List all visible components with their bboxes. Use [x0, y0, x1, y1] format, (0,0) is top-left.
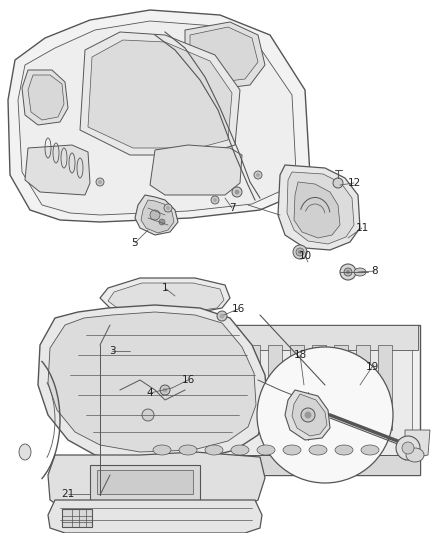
- Polygon shape: [287, 172, 354, 244]
- Polygon shape: [202, 345, 216, 430]
- Text: 21: 21: [61, 489, 74, 499]
- Circle shape: [219, 313, 225, 319]
- Polygon shape: [290, 345, 304, 430]
- Ellipse shape: [257, 445, 275, 455]
- Circle shape: [396, 436, 420, 460]
- Ellipse shape: [231, 445, 249, 455]
- Polygon shape: [405, 430, 430, 460]
- Polygon shape: [110, 325, 420, 475]
- Text: 11: 11: [355, 223, 369, 233]
- Polygon shape: [150, 145, 242, 195]
- Text: 3: 3: [109, 346, 115, 356]
- Circle shape: [96, 178, 104, 186]
- Polygon shape: [28, 75, 64, 120]
- Polygon shape: [115, 355, 180, 450]
- Circle shape: [213, 198, 217, 202]
- Circle shape: [304, 411, 311, 418]
- Polygon shape: [90, 465, 200, 500]
- Circle shape: [166, 206, 170, 210]
- Ellipse shape: [19, 444, 31, 460]
- Circle shape: [217, 311, 227, 321]
- Polygon shape: [190, 27, 258, 83]
- Circle shape: [162, 387, 167, 392]
- Circle shape: [333, 178, 343, 188]
- Text: 10: 10: [298, 251, 311, 261]
- Polygon shape: [268, 345, 282, 430]
- Circle shape: [293, 245, 307, 259]
- Polygon shape: [22, 70, 68, 125]
- Polygon shape: [292, 394, 327, 436]
- Circle shape: [346, 270, 350, 274]
- Circle shape: [160, 385, 170, 395]
- Polygon shape: [141, 200, 174, 233]
- Polygon shape: [278, 165, 360, 250]
- Polygon shape: [185, 22, 265, 90]
- Ellipse shape: [153, 445, 171, 455]
- Ellipse shape: [205, 445, 223, 455]
- Circle shape: [301, 408, 315, 422]
- Polygon shape: [97, 470, 193, 494]
- Text: 16: 16: [181, 375, 194, 385]
- Text: 4: 4: [147, 388, 153, 398]
- Text: 1: 1: [162, 283, 168, 293]
- Circle shape: [296, 248, 304, 256]
- Polygon shape: [312, 345, 326, 430]
- Circle shape: [344, 268, 352, 276]
- Circle shape: [254, 171, 262, 179]
- Ellipse shape: [179, 445, 197, 455]
- Circle shape: [150, 210, 160, 220]
- Circle shape: [256, 173, 260, 177]
- Polygon shape: [120, 455, 420, 475]
- Polygon shape: [8, 10, 310, 222]
- Circle shape: [159, 219, 165, 225]
- Polygon shape: [356, 345, 370, 430]
- Circle shape: [164, 204, 172, 212]
- Ellipse shape: [335, 445, 353, 455]
- Polygon shape: [108, 283, 224, 312]
- Polygon shape: [285, 390, 330, 440]
- Text: 5: 5: [132, 238, 138, 248]
- Ellipse shape: [361, 445, 379, 455]
- Ellipse shape: [309, 445, 327, 455]
- Polygon shape: [135, 195, 178, 235]
- Circle shape: [340, 264, 356, 280]
- Polygon shape: [18, 21, 296, 215]
- Circle shape: [234, 190, 240, 195]
- Ellipse shape: [406, 448, 424, 462]
- Polygon shape: [112, 325, 418, 350]
- Polygon shape: [294, 182, 340, 238]
- Text: 8: 8: [372, 266, 378, 276]
- Polygon shape: [378, 345, 392, 430]
- Circle shape: [142, 409, 154, 421]
- Polygon shape: [48, 452, 265, 510]
- Text: 7: 7: [229, 203, 235, 213]
- Circle shape: [98, 180, 102, 184]
- Polygon shape: [25, 145, 90, 195]
- Circle shape: [298, 250, 302, 254]
- Text: 18: 18: [293, 350, 307, 360]
- Polygon shape: [48, 500, 262, 533]
- Ellipse shape: [283, 445, 301, 455]
- Polygon shape: [88, 40, 232, 148]
- Text: 19: 19: [365, 362, 378, 372]
- Polygon shape: [62, 509, 92, 527]
- Polygon shape: [48, 312, 256, 452]
- Circle shape: [257, 347, 393, 483]
- Polygon shape: [118, 333, 412, 467]
- Circle shape: [402, 442, 414, 454]
- Polygon shape: [80, 32, 240, 155]
- Polygon shape: [224, 345, 238, 430]
- Ellipse shape: [354, 268, 366, 276]
- Polygon shape: [334, 345, 348, 430]
- Polygon shape: [246, 345, 260, 430]
- Text: 16: 16: [231, 304, 245, 314]
- Text: 12: 12: [347, 178, 360, 188]
- Polygon shape: [180, 345, 194, 430]
- Circle shape: [211, 196, 219, 204]
- Polygon shape: [38, 305, 268, 462]
- Polygon shape: [100, 278, 230, 315]
- Circle shape: [232, 187, 242, 197]
